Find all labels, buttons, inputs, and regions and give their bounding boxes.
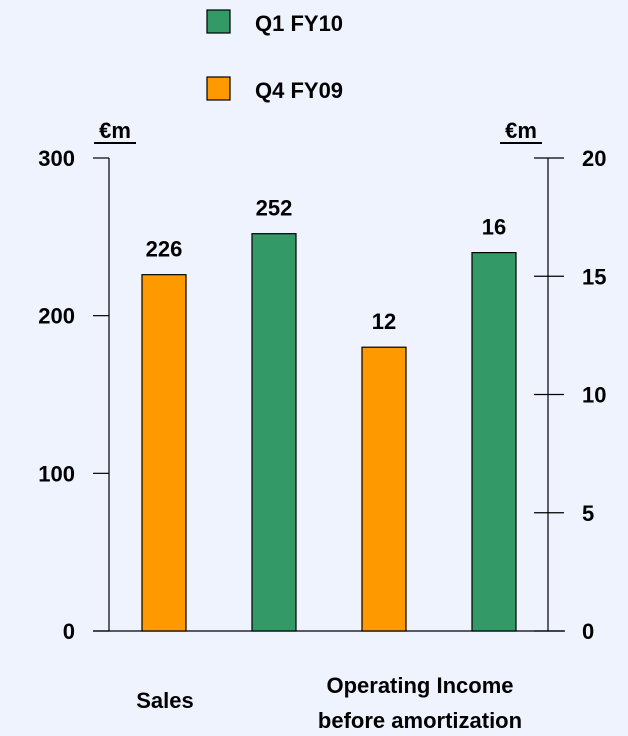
bars xyxy=(141,233,517,632)
bar-q1-fy10-group-2 xyxy=(471,252,517,632)
left-tick-label: 200 xyxy=(38,304,75,329)
legend-label-q4-fy09: Q4 FY09 xyxy=(255,78,343,103)
bar-q1-fy10-group-1 xyxy=(251,233,297,632)
category-label-sales: Sales xyxy=(136,688,194,713)
left-axis-unit-label: €m xyxy=(99,118,131,143)
bar-q4-fy09-group-1 xyxy=(141,274,187,632)
right-tick-label: 15 xyxy=(582,264,606,289)
legend-label-q1-fy10: Q1 FY10 xyxy=(255,11,343,36)
bar-value-label: 252 xyxy=(256,196,293,221)
left-tick-label: 100 xyxy=(38,461,75,486)
left-tick-label: 300 xyxy=(38,146,75,171)
bar-q4-fy09-group-2 xyxy=(361,346,407,632)
right-tick-label: 5 xyxy=(582,501,594,526)
right-tick-label: 0 xyxy=(582,619,594,644)
legend: Q1 FY10 Q4 FY09 xyxy=(206,9,343,103)
legend-swatch-q1-fy10 xyxy=(206,9,231,34)
bar-value-label: 12 xyxy=(372,309,396,334)
left-tick-label: 0 xyxy=(63,619,75,644)
category-label-operating-income-line-1: Operating Income xyxy=(326,673,513,698)
right-tick-label: 10 xyxy=(582,383,606,408)
right-axis-ticks: 0 5 10 15 20 xyxy=(534,146,606,644)
right-tick-label: 20 xyxy=(582,146,606,171)
bar-value-label: 226 xyxy=(146,237,183,262)
bar-value-labels: 226 252 12 16 xyxy=(146,196,507,335)
legend-swatch-q4-fy09 xyxy=(206,76,231,101)
bar-value-label: 16 xyxy=(482,215,506,240)
left-axis-ticks: 0 100 200 300 xyxy=(38,146,109,644)
category-label-operating-income-line-2: before amortization xyxy=(318,708,522,733)
right-axis-unit-label: €m xyxy=(505,118,537,143)
